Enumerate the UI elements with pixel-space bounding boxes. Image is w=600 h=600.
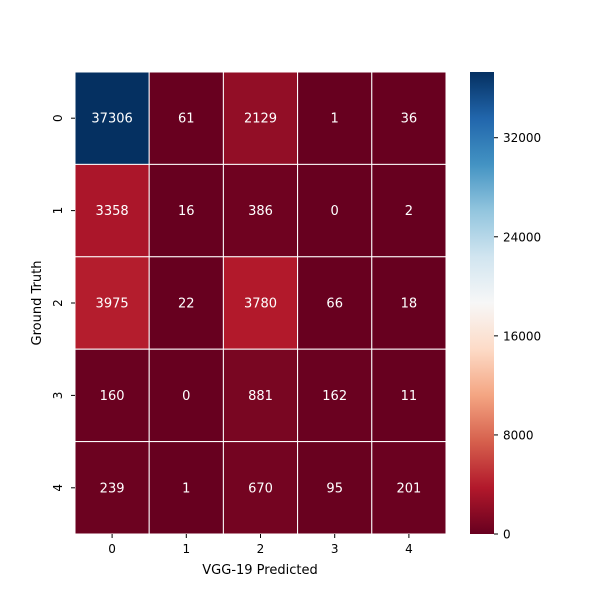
heatmap-cell-r0-c0 xyxy=(74,71,150,165)
heatmap-cell-r0-c1 xyxy=(148,71,224,165)
heatmap-cell-r4-c1 xyxy=(148,441,224,535)
heatmap-cell-r0-c3 xyxy=(297,71,373,165)
cell-value-r3-c0: 160 xyxy=(100,389,125,404)
cell-value-r2-c2: 3780 xyxy=(244,297,277,312)
cell-value-r0-c1: 61 xyxy=(178,112,195,127)
cell-value-r4-c3: 95 xyxy=(326,481,343,496)
cell-value-r0-c3: 1 xyxy=(331,112,339,127)
cell-value-r0-c2: 2129 xyxy=(244,112,277,127)
y-tick-label-2: 2 xyxy=(51,299,65,307)
y-tick-label-4: 4 xyxy=(51,484,65,492)
cell-value-r2-c0: 3975 xyxy=(96,297,129,312)
x-axis-ticks: 0 1 2 3 4 xyxy=(108,534,413,556)
heatmap-cell-r3-c4 xyxy=(371,348,447,443)
heatmap-cell-r3-c1 xyxy=(148,348,224,443)
colorbar-tick-label-0: 0 xyxy=(503,528,511,542)
colorbar-tick-label-32000: 32000 xyxy=(503,131,541,145)
cell-value-r4-c4: 201 xyxy=(396,481,421,496)
cell-value-r4-c2: 670 xyxy=(248,481,273,496)
y-axis-ticks: 0 1 2 3 4 xyxy=(51,114,75,492)
y-tick-label-3: 3 xyxy=(51,392,65,400)
cell-value-r1-c1: 16 xyxy=(178,204,195,219)
heatmap-cell-r3-c2 xyxy=(222,348,299,443)
heatmap-cell-r2-c4 xyxy=(371,256,447,350)
y-tick-label-0: 0 xyxy=(51,114,65,122)
heatmap-cell-r4-c4 xyxy=(371,441,447,535)
cell-value-r1-c0: 3358 xyxy=(96,204,129,219)
x-tick-label-0: 0 xyxy=(108,542,116,556)
cell-value-r1-c4: 2 xyxy=(405,204,413,219)
heatmap-cell-r0-c2 xyxy=(222,71,299,165)
heatmap-cell-r2-c2 xyxy=(222,256,299,350)
heatmap-cell-r0-c4 xyxy=(371,71,447,165)
colorbar-ticks: 0 8000 16000 24000 32000 xyxy=(494,131,541,542)
x-tick-label-3: 3 xyxy=(331,542,339,556)
x-tick-label-4: 4 xyxy=(405,542,413,556)
cell-value-r2-c1: 22 xyxy=(178,297,195,312)
cell-value-r3-c2: 881 xyxy=(248,389,273,404)
cell-value-r1-c3: 0 xyxy=(331,204,339,219)
x-axis-label: VGG-19 Predicted xyxy=(202,563,317,578)
cell-value-r1-c2: 386 xyxy=(248,204,273,219)
cell-value-r0-c4: 36 xyxy=(401,112,418,127)
heatmap-annotations: 37306 61 2129 1 36 3358 16 386 0 2 3975 22 3780 66 18 1… xyxy=(91,112,421,497)
cell-value-r3-c1: 0 xyxy=(182,389,190,404)
heatmap-cell-r3-c3 xyxy=(297,348,373,443)
y-tick-label-1: 1 xyxy=(51,207,65,215)
heatmap-cell-r1-c4 xyxy=(371,163,447,258)
heatmap-cell-r4-c2 xyxy=(222,441,299,535)
colorbar xyxy=(470,72,494,534)
heatmap-cell-r2-c1 xyxy=(148,256,224,350)
colorbar-tick-label-16000: 16000 xyxy=(503,329,541,343)
cell-value-r3-c4: 11 xyxy=(401,389,418,404)
heatmap-cell-r1-c2 xyxy=(222,163,299,258)
cell-value-r4-c1: 1 xyxy=(182,481,190,496)
cell-value-r2-c3: 66 xyxy=(326,297,343,312)
cell-value-r3-c3: 162 xyxy=(322,389,347,404)
x-tick-label-1: 1 xyxy=(182,542,190,556)
heatmap-cells xyxy=(74,71,447,535)
heatmap-cell-r1-c0 xyxy=(74,163,150,258)
colorbar-tick-label-8000: 8000 xyxy=(503,428,534,442)
cell-value-r0-c0: 37306 xyxy=(91,112,132,127)
y-axis-label: Ground Truth xyxy=(30,261,45,346)
colorbar-tick-label-24000: 24000 xyxy=(503,230,541,244)
cell-value-r4-c0: 239 xyxy=(100,481,125,496)
heatmap-cell-r2-c3 xyxy=(297,256,373,350)
x-tick-label-2: 2 xyxy=(257,542,265,556)
heatmap-cell-r4-c0 xyxy=(74,441,150,535)
cell-value-r2-c4: 18 xyxy=(401,297,418,312)
